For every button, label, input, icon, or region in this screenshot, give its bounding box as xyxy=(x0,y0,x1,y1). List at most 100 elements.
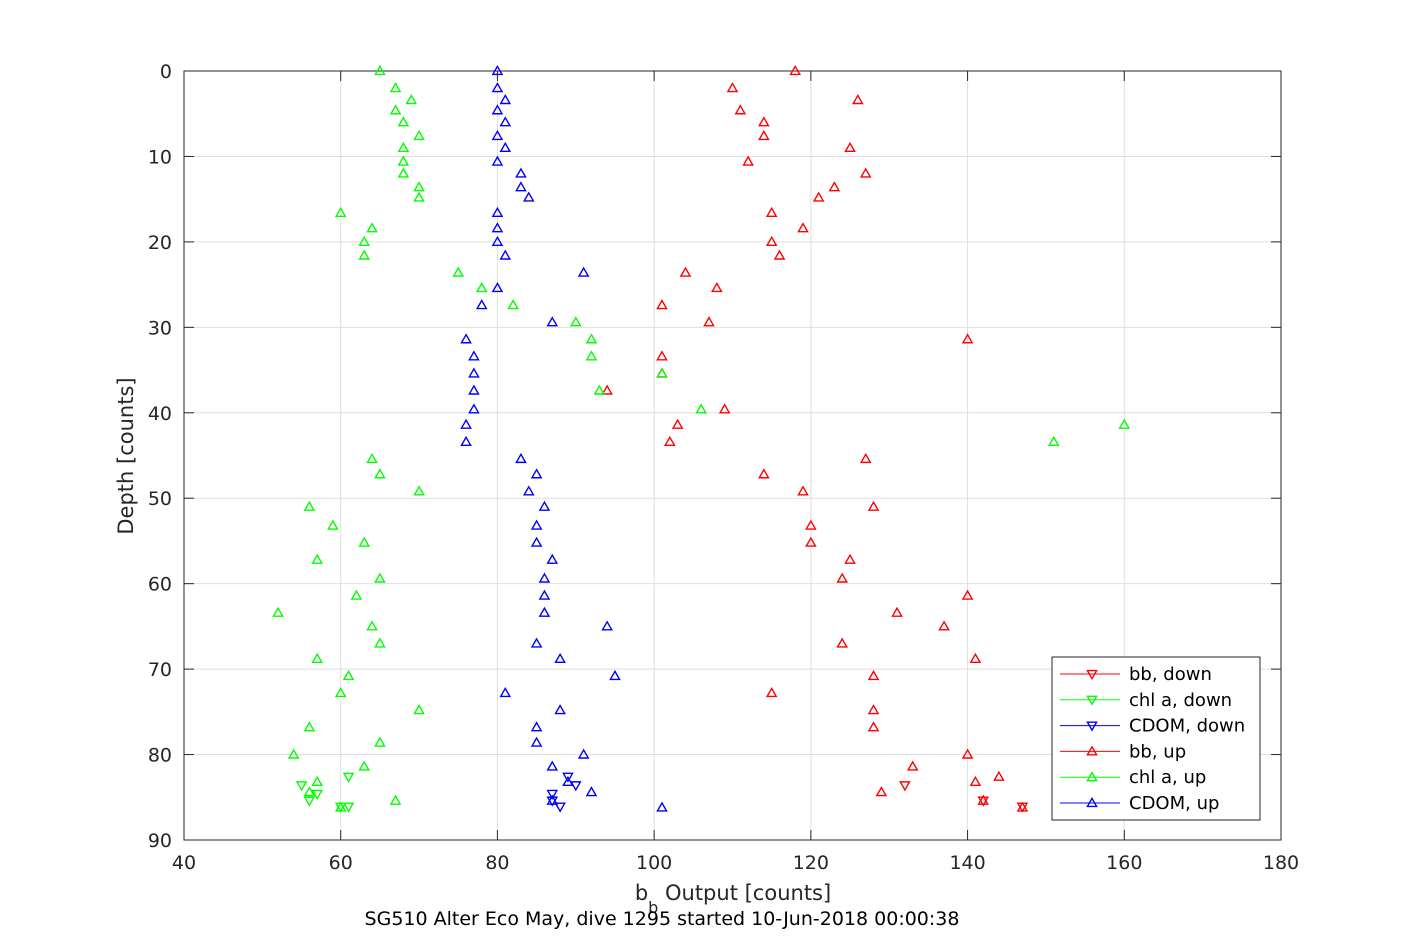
data-point xyxy=(366,620,378,631)
data-point xyxy=(530,736,543,747)
legend-label: bb, down xyxy=(1129,664,1212,685)
y-tick-label: 30 xyxy=(148,317,172,339)
legend-marker xyxy=(1086,796,1098,808)
x-axis-label: bb Output [counts] xyxy=(635,881,831,917)
data-point xyxy=(358,235,371,247)
y-tick-label: 40 xyxy=(148,403,172,425)
y-axis-label: Depth [counts] xyxy=(114,377,138,534)
legend-marker xyxy=(1086,771,1098,782)
x-tick-label: 100 xyxy=(636,852,672,874)
y-tick-label: 20 xyxy=(148,232,172,254)
series-3 xyxy=(601,64,1029,812)
data-point xyxy=(875,786,888,797)
data-point xyxy=(530,637,543,648)
data-point xyxy=(389,104,402,115)
data-point xyxy=(891,606,903,617)
data-point xyxy=(491,82,504,93)
data-point xyxy=(287,748,300,759)
data-point xyxy=(515,167,527,178)
data-point xyxy=(867,704,880,715)
series-4 xyxy=(272,64,1131,812)
data-point xyxy=(969,775,982,787)
data-point xyxy=(475,299,488,310)
data-point xyxy=(664,435,676,446)
legend-marker xyxy=(1086,669,1098,681)
data-point xyxy=(546,760,559,771)
data-point xyxy=(1016,801,1029,812)
x-axis-label-subscript: b xyxy=(648,898,658,917)
x-tick-label: 40 xyxy=(172,852,196,874)
data-point xyxy=(585,350,598,361)
data-point xyxy=(350,589,363,600)
data-point xyxy=(758,468,770,479)
data-point xyxy=(499,249,512,260)
data-point xyxy=(491,155,504,166)
data-point xyxy=(413,129,425,141)
data-point xyxy=(554,704,566,715)
series-0 xyxy=(899,781,1029,813)
data-point xyxy=(334,206,347,217)
data-point xyxy=(311,775,324,787)
series-1 xyxy=(295,772,355,813)
data-point xyxy=(828,181,841,192)
data-point xyxy=(311,789,324,800)
data-point xyxy=(303,796,316,807)
data-point xyxy=(836,572,849,583)
data-point xyxy=(342,802,355,813)
data-point xyxy=(327,519,339,530)
data-point xyxy=(656,299,668,310)
legend-label: chl a, down xyxy=(1129,690,1232,711)
data-point xyxy=(656,801,668,812)
axis-ticks: 40 60 80 100 120 140 160 180 0 10 20 30 40 50 60 70 80 90 xyxy=(148,61,1299,874)
data-point xyxy=(867,500,880,511)
legend-label: bb, up xyxy=(1129,741,1186,762)
data-point xyxy=(773,249,786,260)
data-point xyxy=(585,333,598,344)
data-point xyxy=(562,775,574,787)
data-point xyxy=(460,333,472,344)
data-point xyxy=(797,222,809,233)
data-point xyxy=(522,485,535,496)
data-point xyxy=(859,167,872,178)
legend-label: CDOM, down xyxy=(1129,716,1245,737)
data-marks xyxy=(272,64,1131,813)
data-point xyxy=(460,418,472,429)
data-point xyxy=(867,721,880,732)
data-point xyxy=(311,553,324,564)
data-point xyxy=(491,104,504,115)
data-point xyxy=(797,485,809,496)
data-point xyxy=(413,704,425,715)
data-point xyxy=(538,572,551,583)
legend-marker xyxy=(1086,695,1098,706)
data-point xyxy=(507,299,519,310)
data-point xyxy=(569,316,582,327)
data-point xyxy=(695,403,707,414)
data-point xyxy=(397,155,410,166)
x-tick-label: 160 xyxy=(1106,852,1142,874)
data-point xyxy=(515,181,527,192)
data-point xyxy=(789,64,801,76)
data-point xyxy=(515,452,527,464)
data-point xyxy=(499,687,512,698)
data-point xyxy=(334,801,347,812)
data-point xyxy=(859,452,872,464)
data-point xyxy=(468,367,480,378)
data-point xyxy=(397,141,410,153)
y-tick-label: 60 xyxy=(148,574,172,596)
data-point xyxy=(413,181,425,192)
data-point xyxy=(389,794,402,805)
y-tick-label: 90 xyxy=(148,830,172,852)
data-point xyxy=(374,637,386,648)
data-point xyxy=(397,167,410,178)
data-point xyxy=(805,536,817,547)
data-point xyxy=(413,191,425,202)
data-point xyxy=(366,222,378,233)
data-point xyxy=(711,282,723,293)
data-point xyxy=(303,721,316,732)
data-point xyxy=(546,316,559,327)
data-point xyxy=(844,553,856,564)
data-point xyxy=(742,155,754,166)
data-point xyxy=(303,500,316,511)
data-point xyxy=(961,333,974,344)
data-point xyxy=(765,206,778,217)
